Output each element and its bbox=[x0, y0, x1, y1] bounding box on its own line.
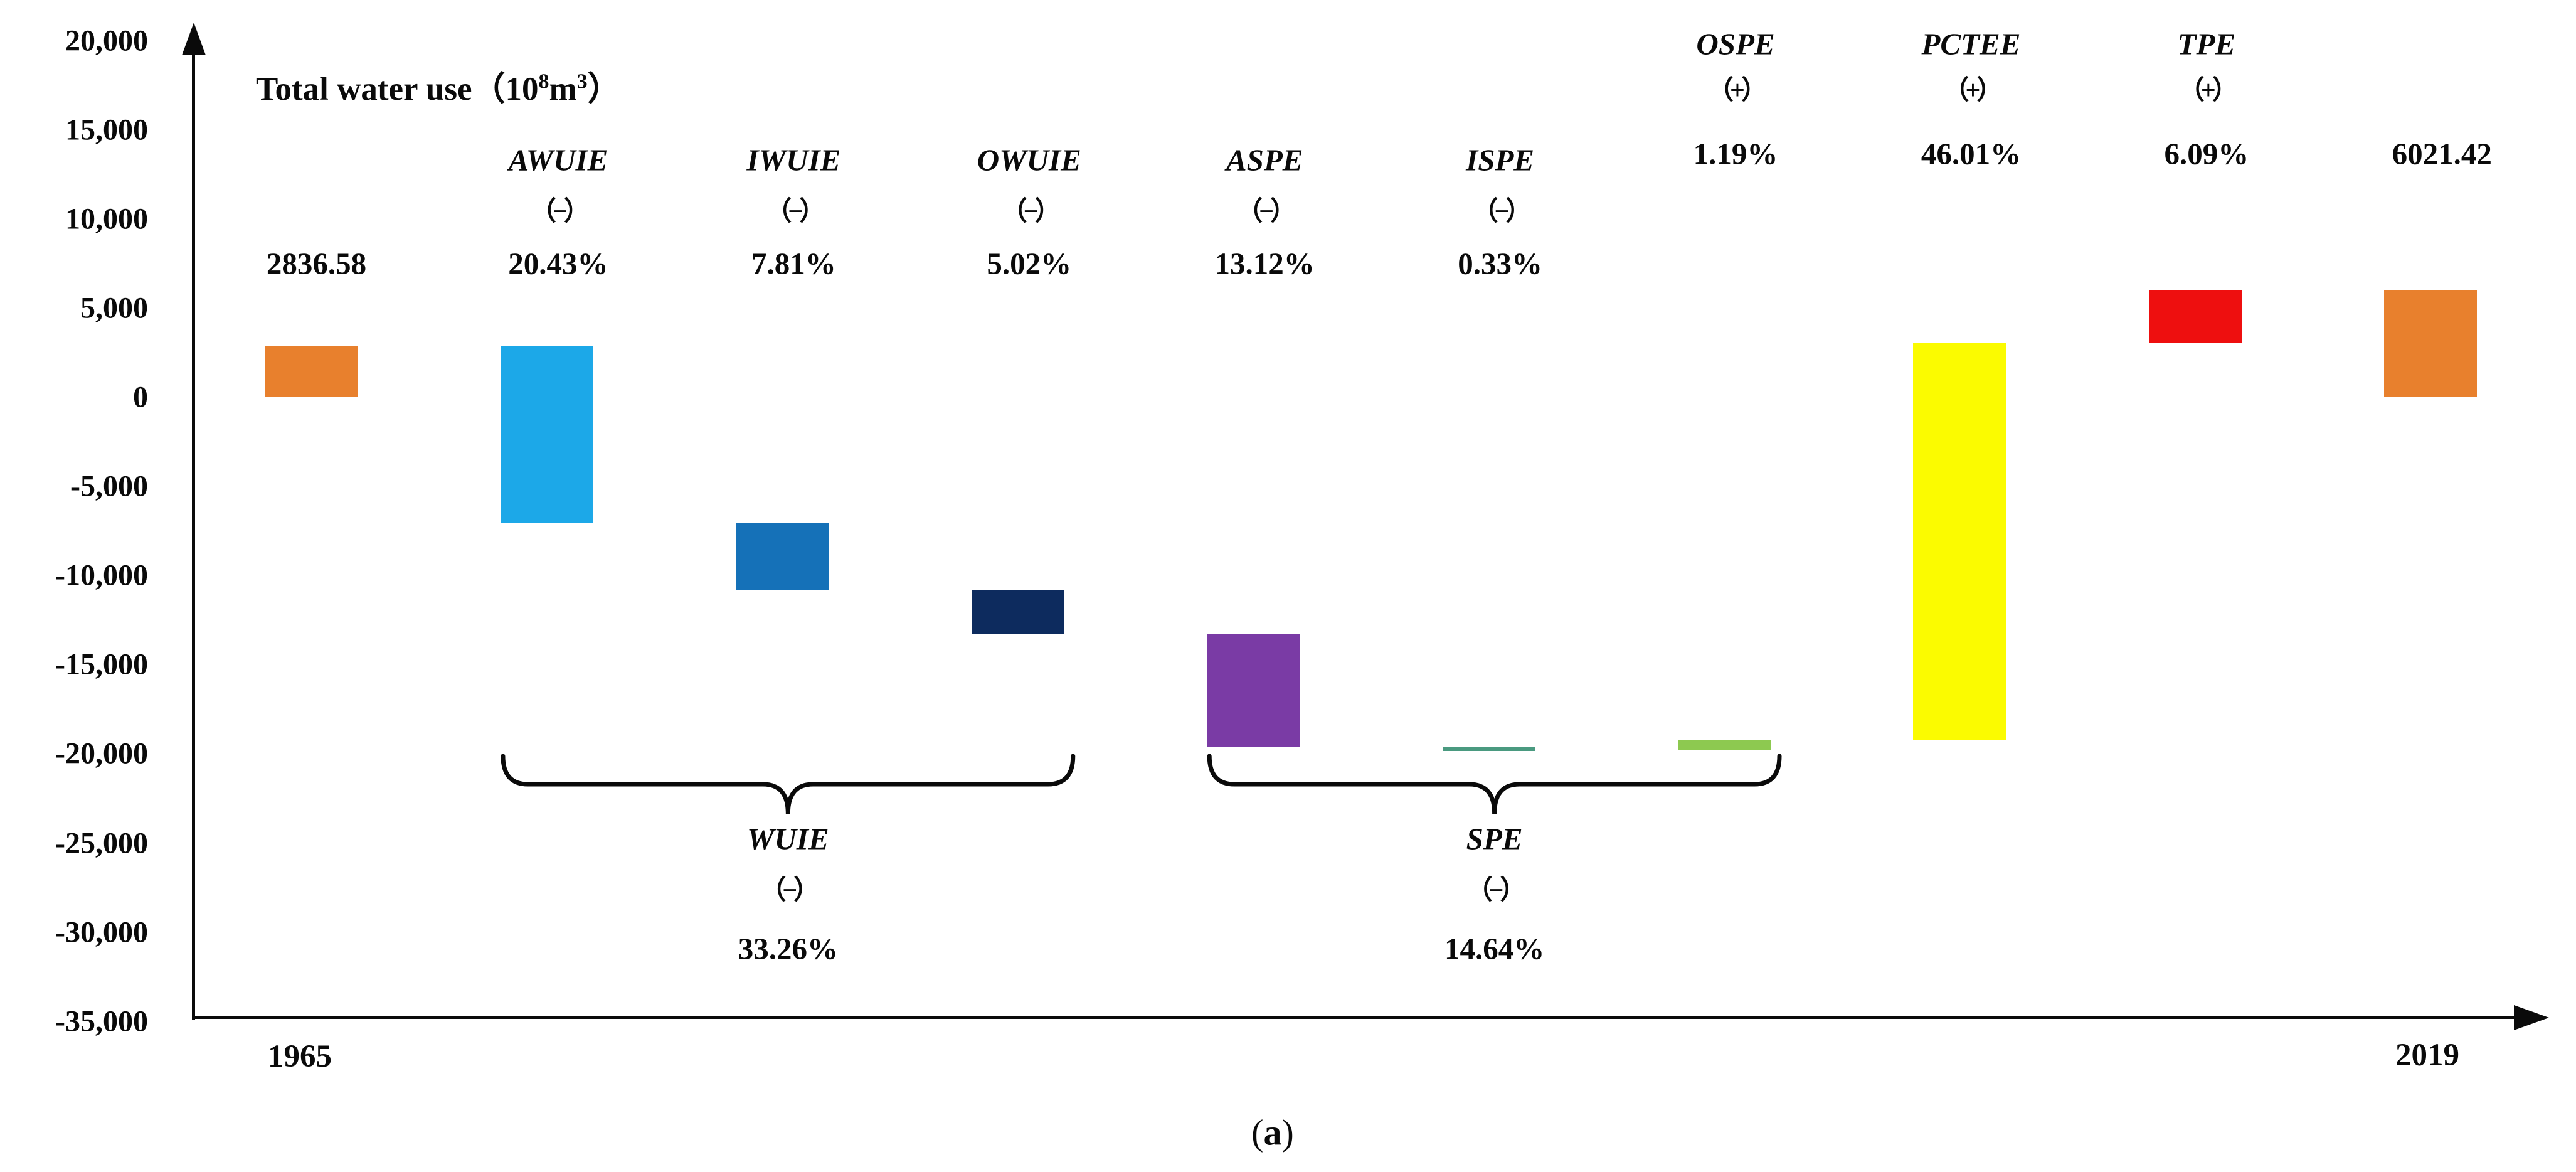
bar-OWUIE bbox=[971, 590, 1064, 634]
column-label-sign-AWUIE: （−） bbox=[529, 197, 590, 226]
group-label-pct-WUIE: 33.26% bbox=[738, 931, 838, 966]
column-label-sign-IWUIE: （−） bbox=[765, 197, 825, 226]
y-axis-arrow-up-icon bbox=[182, 23, 206, 55]
column-label-sign-ASPE: （−） bbox=[1236, 197, 1296, 226]
column-label-name-ISPE: ISPE bbox=[1466, 142, 1535, 178]
bar-OSPE bbox=[1678, 739, 1771, 750]
y-tick-label--30000: -30,000 bbox=[55, 915, 148, 949]
group-label-name-WUIE: WUIE bbox=[746, 821, 829, 856]
y-tick-label--35000: -35,000 bbox=[55, 1004, 148, 1038]
column-label-name-OSPE: OSPE bbox=[1696, 26, 1775, 61]
y-tick-label--15000: -15,000 bbox=[55, 647, 148, 681]
bar-ASPE bbox=[1207, 633, 1300, 747]
bar-PCTEE bbox=[1913, 342, 2006, 740]
y-tick-label--10000: -10,000 bbox=[55, 558, 148, 592]
column-label-pct-PCTEE: 46.01% bbox=[1921, 136, 2022, 171]
column-label-pct-IWUIE: 7.81% bbox=[751, 246, 836, 281]
group-label-sign-SPE: （−） bbox=[1466, 876, 1527, 905]
y-tick-label--5000: -5,000 bbox=[70, 469, 148, 503]
chart-title-unit-m: m bbox=[549, 70, 577, 107]
value-label-end-2019: 6021.42 bbox=[2392, 136, 2492, 171]
group-label-name-SPE: SPE bbox=[1466, 821, 1523, 856]
bar-AWUIE bbox=[500, 346, 593, 523]
column-label-name-PCTEE: PCTEE bbox=[1921, 26, 2021, 61]
column-label-name-IWUIE: IWUIE bbox=[746, 142, 841, 178]
bar-start-1965 bbox=[265, 346, 358, 397]
caption-close-paren: ) bbox=[1281, 1112, 1294, 1153]
column-label-name-TPE: TPE bbox=[2177, 26, 2236, 61]
column-label-name-AWUIE: AWUIE bbox=[508, 142, 608, 178]
group-label-pct-SPE: 14.64% bbox=[1444, 931, 1545, 966]
column-label-pct-ISPE: 0.33% bbox=[1458, 246, 1542, 281]
chart-title-superscript-3: 3 bbox=[576, 70, 588, 93]
y-tick-label-5000: 5,000 bbox=[80, 291, 148, 325]
group-label-sign-WUIE: （−） bbox=[760, 876, 820, 905]
chart-title-text: Total water use（10 bbox=[256, 70, 539, 107]
y-tick-label--20000: -20,000 bbox=[55, 737, 148, 770]
bar-IWUIE bbox=[736, 523, 829, 590]
y-tick-label--25000: -25,000 bbox=[55, 826, 148, 860]
caption-letter: a bbox=[1263, 1112, 1282, 1153]
chart-title-superscript-8: 8 bbox=[538, 70, 549, 93]
column-label-sign-TPE: （+） bbox=[2178, 76, 2239, 105]
bar-TPE bbox=[2148, 289, 2242, 343]
column-label-sign-OSPE: （+） bbox=[1707, 76, 1768, 105]
bar-end-2019 bbox=[2384, 289, 2478, 397]
chart-title-close-paren: ） bbox=[587, 70, 621, 107]
column-label-name-ASPE: ASPE bbox=[1226, 142, 1303, 178]
caption-open-paren: ( bbox=[1251, 1112, 1264, 1153]
column-label-pct-TPE: 6.09% bbox=[2164, 136, 2249, 171]
x-axis-arrow-right-icon bbox=[2514, 1005, 2549, 1030]
y-axis-line bbox=[192, 49, 195, 1020]
column-label-pct-AWUIE: 20.43% bbox=[508, 246, 608, 281]
x-axis-label-2019: 2019 bbox=[2395, 1038, 2459, 1073]
column-label-sign-OWUIE: （−） bbox=[1000, 197, 1061, 226]
column-label-name-OWUIE: OWUIE bbox=[977, 142, 1081, 178]
column-label-sign-PCTEE: （+） bbox=[1943, 76, 2003, 105]
bar-ISPE bbox=[1442, 747, 1535, 752]
column-label-sign-ISPE: （−） bbox=[1471, 197, 1532, 226]
column-label-pct-OWUIE: 5.02% bbox=[987, 246, 1072, 281]
brace-SPE bbox=[1207, 754, 1782, 814]
x-axis-line bbox=[192, 1016, 2516, 1019]
brace-WUIE bbox=[501, 754, 1076, 814]
figure-caption: (a) bbox=[1251, 1112, 1294, 1154]
x-axis-label-1965: 1965 bbox=[268, 1039, 332, 1074]
y-tick-label-0: 0 bbox=[133, 380, 148, 414]
column-label-pct-OSPE: 1.19% bbox=[1693, 136, 1778, 171]
column-label-pct-ASPE: 13.12% bbox=[1214, 246, 1315, 281]
y-tick-label-20000: 20,000 bbox=[65, 24, 148, 58]
y-tick-label-15000: 15,000 bbox=[65, 113, 148, 147]
y-tick-label-10000: 10,000 bbox=[65, 202, 148, 236]
value-label-start-1965: 2836.58 bbox=[266, 246, 367, 281]
chart-title: Total water use（108m3） bbox=[256, 62, 621, 110]
